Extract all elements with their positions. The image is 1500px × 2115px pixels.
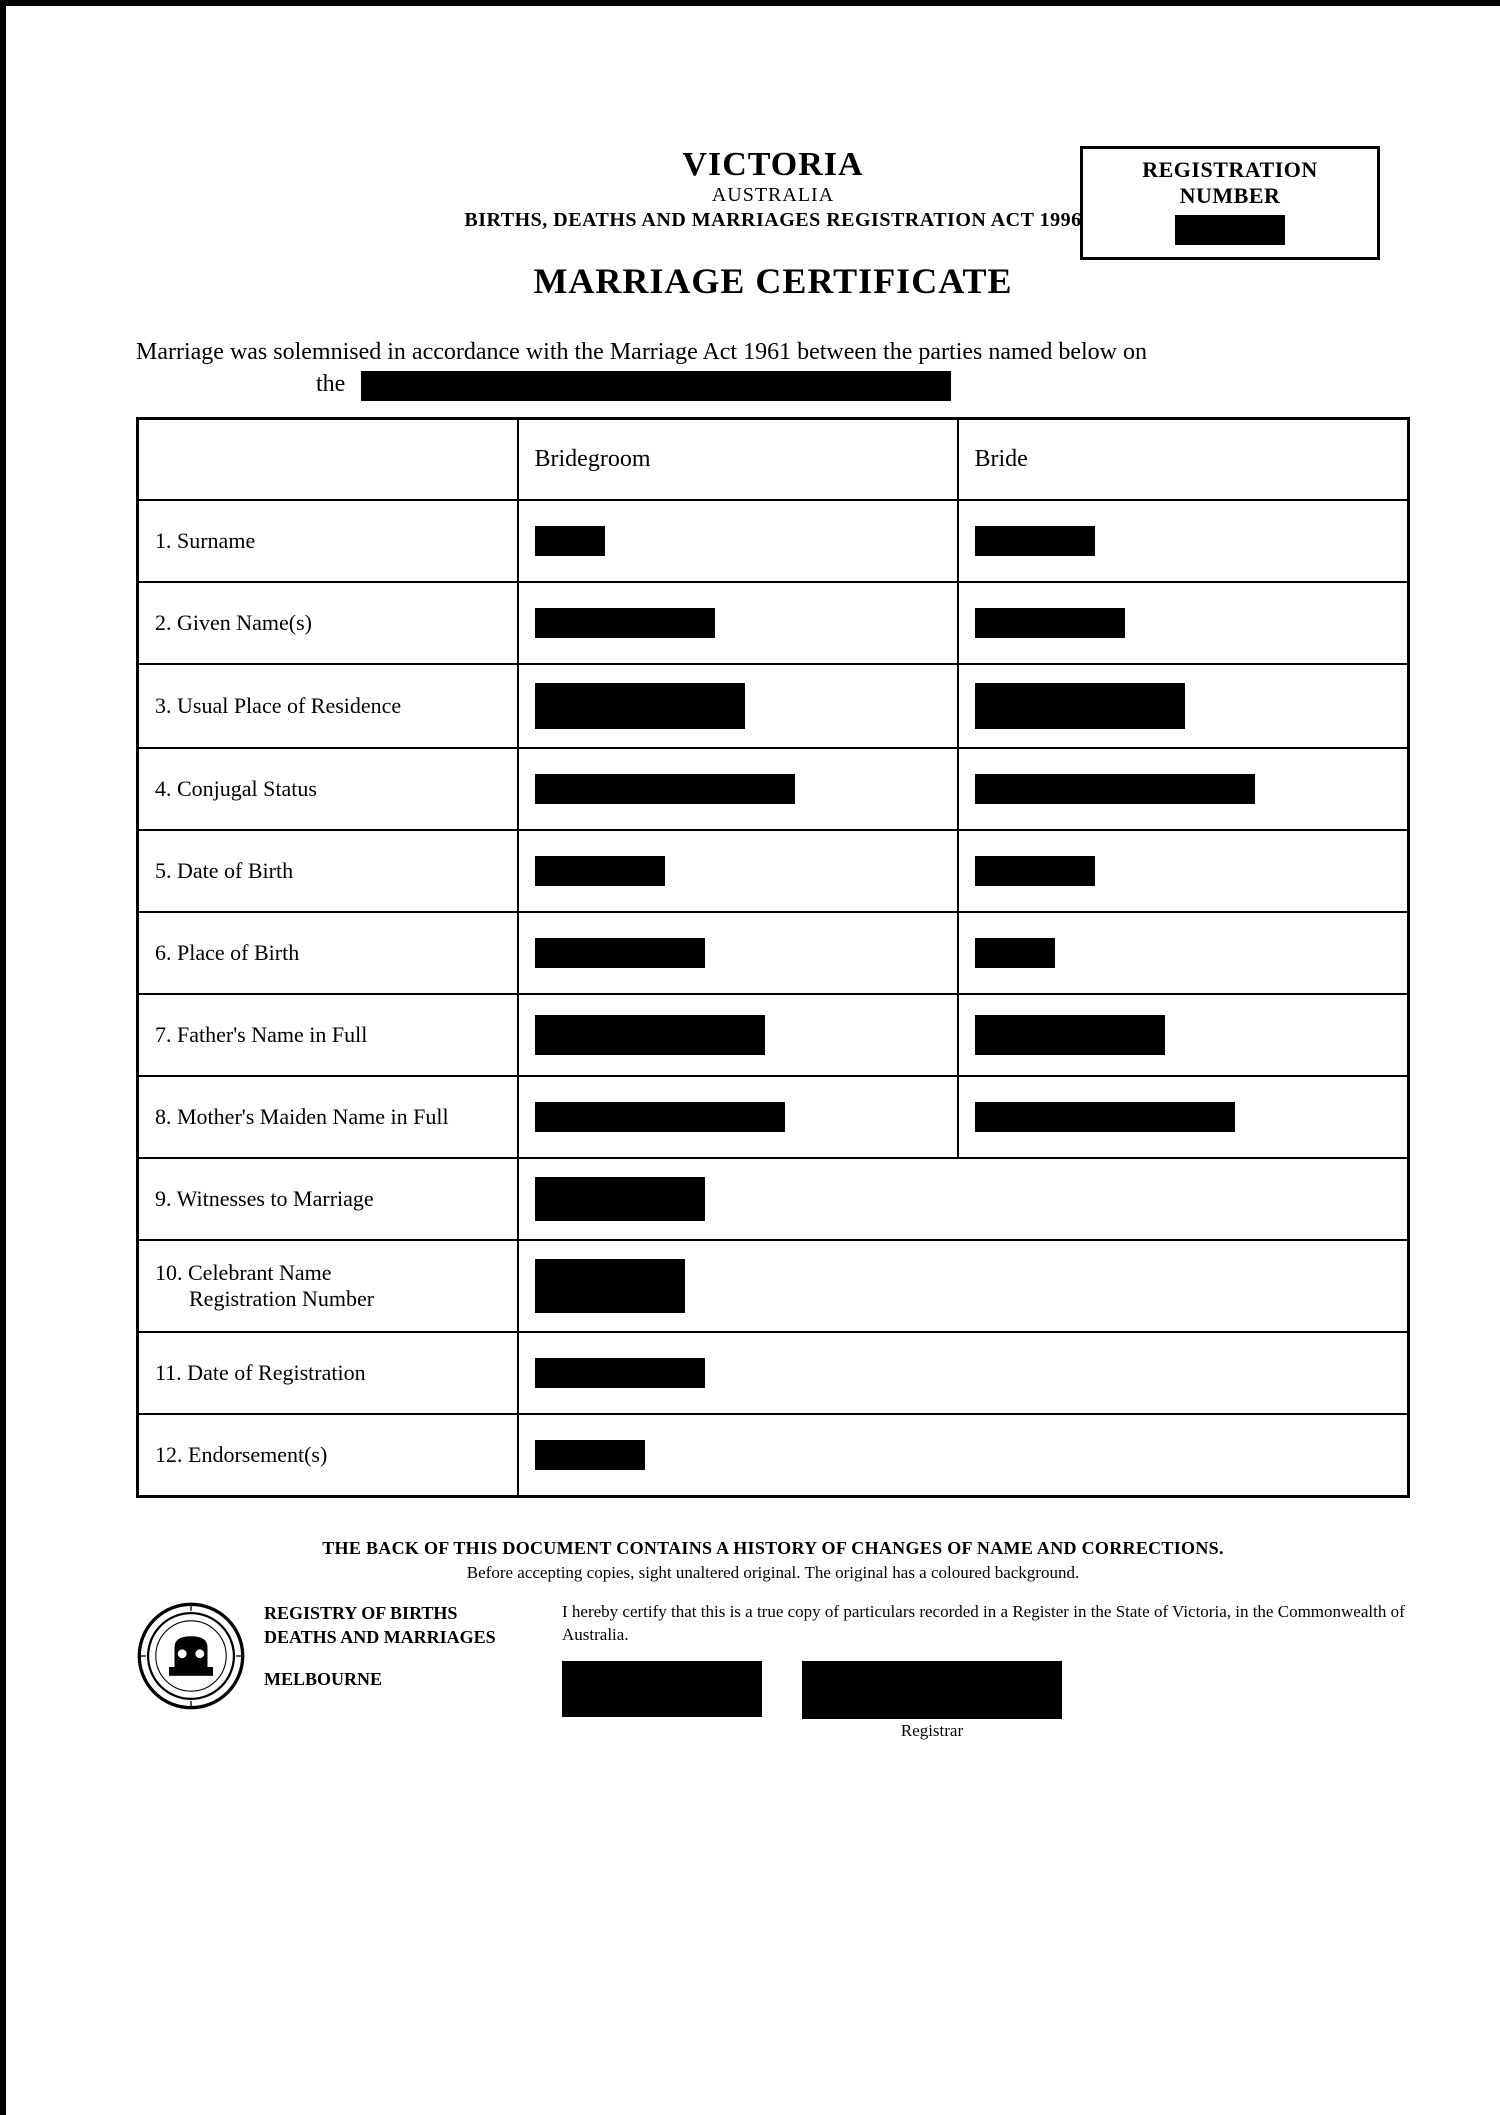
row-label: 7. Father's Name in Full	[138, 994, 518, 1076]
table-row: 10. Celebrant NameRegistration Number	[138, 1240, 1409, 1332]
table-row: 7. Father's Name in Full	[138, 994, 1409, 1076]
table-row: 9. Witnesses to Marriage	[138, 1158, 1409, 1240]
row-label: 10. Celebrant NameRegistration Number	[138, 1240, 518, 1332]
signature-2: Registrar	[802, 1661, 1062, 1741]
bride-value	[958, 994, 1409, 1076]
signature-1	[562, 1661, 762, 1717]
groom-value	[518, 1076, 958, 1158]
details-table: Bridegroom Bride 1. Surname2. Given Name…	[136, 417, 1410, 1498]
registration-number-value-redacted	[1175, 215, 1285, 245]
header-bride: Bride	[958, 418, 1409, 500]
row-label: 5. Date of Birth	[138, 830, 518, 912]
value-redacted	[535, 1358, 705, 1388]
table-row: 5. Date of Birth	[138, 830, 1409, 912]
row-label: 3. Usual Place of Residence	[138, 664, 518, 748]
signature-1-redacted	[562, 1661, 762, 1717]
table-row: 2. Given Name(s)	[138, 582, 1409, 664]
groom-value	[518, 912, 958, 994]
groom-value-redacted	[535, 938, 705, 968]
signature-2-redacted	[802, 1661, 1062, 1717]
groom-value-redacted	[535, 1015, 765, 1055]
intro-line2: the	[136, 368, 1410, 400]
groom-value-redacted	[535, 608, 715, 638]
bride-value	[958, 912, 1409, 994]
row-value	[518, 1414, 1409, 1496]
table-row: 1. Surname	[138, 500, 1409, 582]
registry-text: REGISTRY OF BIRTHS DEATHS AND MARRIAGES …	[264, 1601, 544, 1692]
row-label: 1. Surname	[138, 500, 518, 582]
registry-city: MELBOURNE	[264, 1667, 544, 1691]
bride-value	[958, 1076, 1409, 1158]
bride-value-redacted	[975, 1102, 1235, 1132]
row-value	[518, 1332, 1409, 1414]
groom-value-redacted	[535, 856, 665, 886]
certify-column: I hereby certify that this is a true cop…	[562, 1601, 1410, 1741]
signature-2-line	[802, 1717, 1062, 1719]
groom-value-redacted	[535, 1102, 785, 1132]
table-row: 12. Endorsement(s)	[138, 1414, 1409, 1496]
value-redacted	[535, 1177, 705, 1221]
groom-value-redacted	[535, 526, 605, 556]
seal-icon	[136, 1601, 246, 1711]
bride-value	[958, 830, 1409, 912]
header-bridegroom: Bridegroom	[518, 418, 958, 500]
row-value	[518, 1240, 1409, 1332]
certificate-title: MARRIAGE CERTIFICATE	[136, 260, 1410, 302]
bride-value-redacted	[975, 938, 1055, 968]
value-redacted	[535, 1259, 685, 1313]
intro-line1: Marriage was solemnised in accordance wi…	[136, 336, 1410, 368]
certificate-page: REGISTRATION NUMBER VICTORIA AUSTRALIA B…	[0, 0, 1500, 2115]
table-row: 8. Mother's Maiden Name in Full	[138, 1076, 1409, 1158]
signature-row: Registrar	[562, 1661, 1410, 1741]
registrar-caption: Registrar	[802, 1721, 1062, 1741]
row-label: 11. Date of Registration	[138, 1332, 518, 1414]
groom-value	[518, 830, 958, 912]
row-label: 2. Given Name(s)	[138, 582, 518, 664]
bride-value	[958, 664, 1409, 748]
bride-value-redacted	[975, 608, 1125, 638]
groom-value-redacted	[535, 774, 795, 804]
intro-text: Marriage was solemnised in accordance wi…	[136, 336, 1410, 401]
value-redacted	[535, 1440, 645, 1470]
table-header-row: Bridegroom Bride	[138, 418, 1409, 500]
groom-value	[518, 500, 958, 582]
bride-value	[958, 748, 1409, 830]
bride-value-redacted	[975, 526, 1095, 556]
groom-value	[518, 582, 958, 664]
footer-subnote: Before accepting copies, sight unaltered…	[136, 1563, 1410, 1583]
row-label: 9. Witnesses to Marriage	[138, 1158, 518, 1240]
bride-value-redacted	[975, 774, 1255, 804]
table-row: 3. Usual Place of Residence	[138, 664, 1409, 748]
bride-value-redacted	[975, 683, 1185, 729]
row-label: 4. Conjugal Status	[138, 748, 518, 830]
intro-date-redacted	[361, 371, 951, 401]
registry-line1: REGISTRY OF BIRTHS	[264, 1601, 544, 1625]
bride-value	[958, 582, 1409, 664]
footer-note: THE BACK OF THIS DOCUMENT CONTAINS A HIS…	[136, 1538, 1410, 1559]
header-blank	[138, 418, 518, 500]
table-row: 4. Conjugal Status	[138, 748, 1409, 830]
certify-text: I hereby certify that this is a true cop…	[562, 1601, 1410, 1647]
bride-value	[958, 500, 1409, 582]
table-row: 11. Date of Registration	[138, 1332, 1409, 1414]
registration-number-box: REGISTRATION NUMBER	[1080, 146, 1380, 260]
groom-value	[518, 748, 958, 830]
bride-value-redacted	[975, 856, 1095, 886]
groom-value-redacted	[535, 683, 745, 729]
intro-the: the	[316, 368, 345, 400]
groom-value	[518, 664, 958, 748]
row-label: 6. Place of Birth	[138, 912, 518, 994]
table-row: 6. Place of Birth	[138, 912, 1409, 994]
row-value	[518, 1158, 1409, 1240]
row-label: 12. Endorsement(s)	[138, 1414, 518, 1496]
footer-block: REGISTRY OF BIRTHS DEATHS AND MARRIAGES …	[136, 1601, 1410, 1741]
registration-number-label: REGISTRATION NUMBER	[1097, 157, 1363, 209]
row-label: 8. Mother's Maiden Name in Full	[138, 1076, 518, 1158]
registry-line2: DEATHS AND MARRIAGES	[264, 1625, 544, 1649]
groom-value	[518, 994, 958, 1076]
bride-value-redacted	[975, 1015, 1165, 1055]
